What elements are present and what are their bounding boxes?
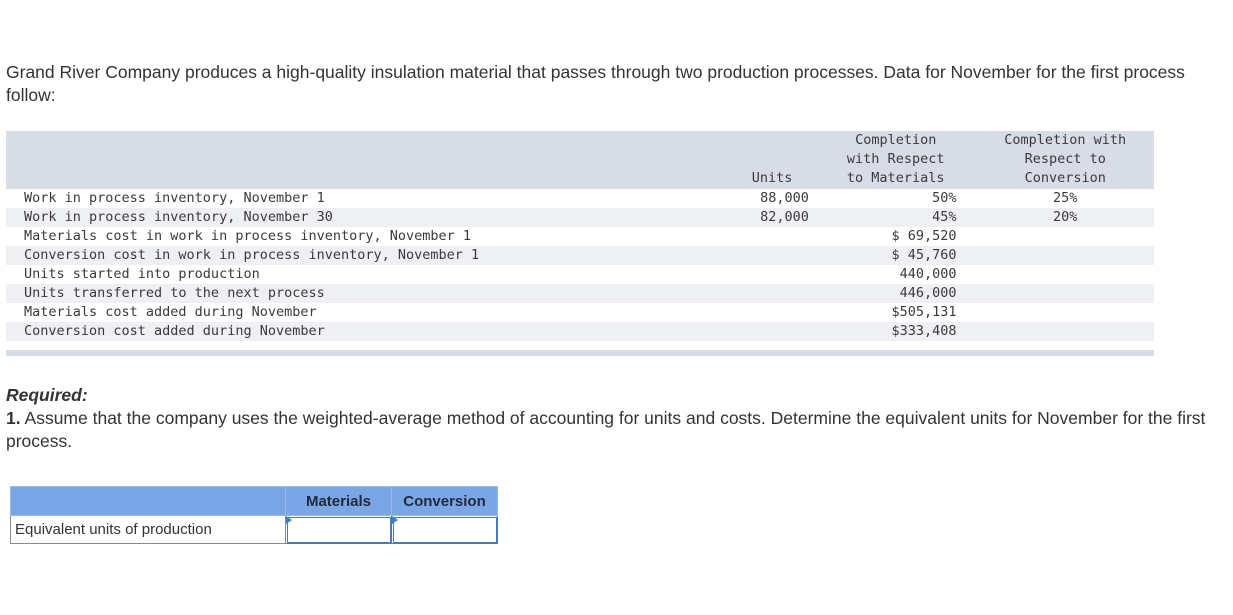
row-units: 88,000 — [729, 189, 815, 208]
answer-header-blank — [10, 486, 286, 516]
question-text: Assume that the company uses the weighte… — [6, 408, 1206, 451]
table-footer-bar — [6, 350, 1154, 356]
conversion-equivalent-units-input[interactable] — [392, 516, 497, 543]
table-spacer-row — [6, 341, 1154, 350]
row-conversion — [976, 227, 1154, 246]
header-units: Units — [729, 131, 815, 189]
problem-intro: Grand River Company produces a high-qual… — [6, 62, 1185, 105]
row-units — [729, 322, 815, 341]
row-conversion: 25% — [976, 189, 1154, 208]
question-1: 1. Assume that the company uses the weig… — [6, 407, 1206, 453]
row-description: Conversion cost added during November — [6, 322, 730, 341]
row-description: Units transferred to the next process — [6, 284, 730, 303]
row-description: Work in process inventory, November 30 — [6, 208, 730, 227]
answer-header-materials: Materials — [285, 486, 392, 516]
row-units — [729, 284, 815, 303]
row-materials: $ 69,520 — [814, 227, 977, 246]
table-row: Conversion cost added during November $3… — [6, 322, 1154, 341]
row-materials: $ 45,760 — [814, 246, 977, 265]
input-marker-icon — [392, 516, 398, 524]
row-units — [729, 246, 815, 265]
row-conversion — [976, 246, 1154, 265]
table-row: Work in process inventory, November 1 88… — [6, 189, 1154, 208]
row-units — [729, 227, 815, 246]
question-number: 1. — [6, 408, 21, 428]
input-marker-icon — [286, 516, 292, 524]
row-units: 82,000 — [729, 208, 815, 227]
required-section: Required: 1. Assume that the company use… — [6, 384, 1206, 453]
row-units — [729, 303, 815, 322]
row-materials: $505,131 — [814, 303, 977, 322]
row-description: Materials cost in work in process invent… — [6, 227, 730, 246]
table-row: Materials cost added during November $50… — [6, 303, 1154, 322]
row-conversion: 20% — [976, 208, 1154, 227]
row-conversion — [976, 284, 1154, 303]
row-description: Work in process inventory, November 1 — [6, 189, 730, 208]
row-materials: $333,408 — [814, 322, 977, 341]
row-description: Conversion cost in work in process inven… — [6, 246, 730, 265]
header-conversion-completion: Completion with Respect to Conversion — [976, 131, 1154, 189]
table-row: Work in process inventory, November 30 8… — [6, 208, 1154, 227]
header-materials-completion: Completion with Respect to Materials — [814, 131, 977, 189]
header-conversion-text: Completion with Respect to Conversion — [1004, 132, 1127, 186]
process-data-table: Units Completion with Respect to Materia… — [6, 131, 1154, 356]
row-materials: 50% — [814, 189, 977, 208]
row-description: Units started into production — [6, 265, 730, 284]
answer-header-conversion: Conversion — [391, 486, 498, 516]
answer-table: Materials Conversion Equivalent units of… — [10, 486, 498, 544]
header-materials-text: Completion with Respect to Materials — [846, 132, 945, 186]
row-conversion — [976, 303, 1154, 322]
table-row: Units started into production 440,000 — [6, 265, 1154, 284]
materials-equivalent-units-input[interactable] — [286, 516, 391, 543]
answer-header-row: Materials Conversion — [10, 486, 498, 516]
answer-row: Equivalent units of production — [10, 515, 498, 544]
table-row: Units transferred to the next process 44… — [6, 284, 1154, 303]
table-header-row: Units Completion with Respect to Materia… — [6, 131, 1154, 189]
row-description: Materials cost added during November — [6, 303, 730, 322]
row-conversion — [976, 265, 1154, 284]
row-materials: 45% — [814, 208, 977, 227]
required-title: Required: — [6, 385, 88, 405]
row-units — [729, 265, 815, 284]
conversion-input-cell[interactable] — [391, 515, 498, 544]
equivalent-units-label: Equivalent units of production — [10, 515, 286, 544]
materials-input-cell[interactable] — [285, 515, 392, 544]
header-description — [6, 131, 730, 189]
row-conversion — [976, 322, 1154, 341]
table-row: Materials cost in work in process invent… — [6, 227, 1154, 246]
table-row: Conversion cost in work in process inven… — [6, 246, 1154, 265]
row-materials: 440,000 — [814, 265, 977, 284]
row-materials: 446,000 — [814, 284, 977, 303]
